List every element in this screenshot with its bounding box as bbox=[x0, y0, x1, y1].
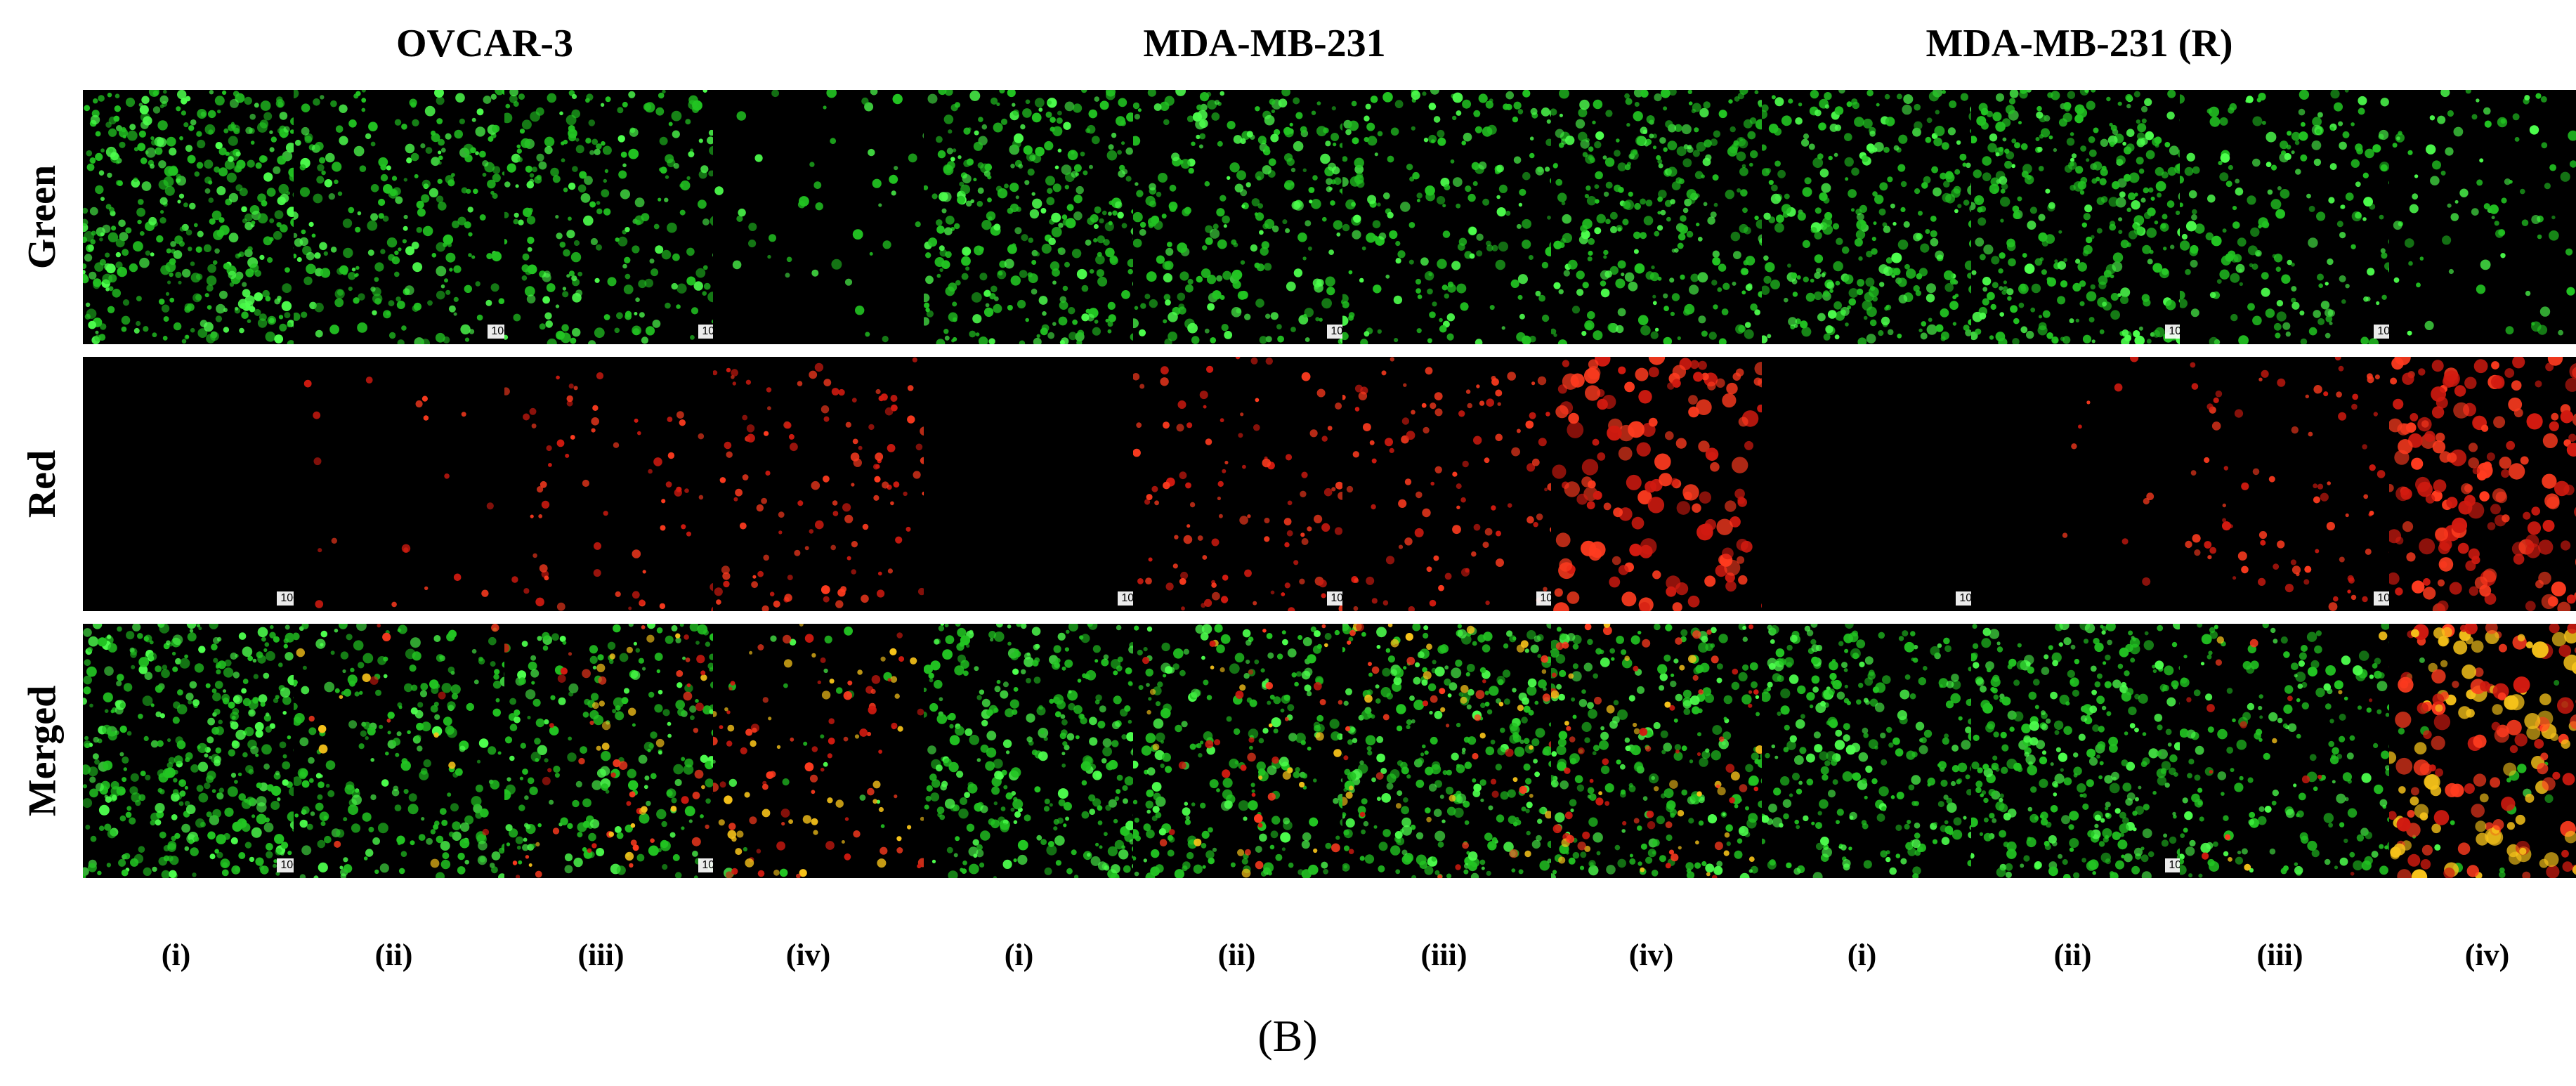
micrograph-ovcar-3-green-4 bbox=[713, 90, 957, 344]
micrograph-mda-mb-231-r--green-4 bbox=[2389, 90, 2576, 344]
group-title: MDA-MB-231 bbox=[1143, 22, 1386, 65]
column-label: (iii) bbox=[577, 938, 625, 972]
micrograph-mda-mb-231-r--red-3: 100 µm bbox=[2180, 357, 2424, 611]
micrograph-mda-mb-231-r--red-4 bbox=[2389, 357, 2576, 611]
column-label: (i) bbox=[161, 938, 191, 972]
micrograph-mda-mb-231-green-2: 100 µm bbox=[1133, 90, 1378, 344]
micrograph-ovcar-3-green-3: 100 µm bbox=[504, 90, 749, 344]
micrograph-mda-mb-231-r--merged-1 bbox=[1762, 624, 2006, 878]
micrograph-mda-mb-231-green-4 bbox=[1551, 90, 1796, 344]
group-title: OVCAR-3 bbox=[396, 22, 573, 65]
group-title: MDA-MB-231 (R) bbox=[1926, 22, 2233, 65]
column-label: (i) bbox=[1004, 938, 1034, 972]
micrograph-mda-mb-231-merged-1 bbox=[924, 624, 1168, 878]
column-label: (i) bbox=[1847, 938, 1877, 972]
micrograph-mda-mb-231-r--green-1 bbox=[1762, 90, 2006, 344]
column-label: (ii) bbox=[1217, 938, 1256, 972]
column-label: (ii) bbox=[374, 938, 413, 972]
column-label: (iv) bbox=[1628, 938, 1674, 972]
micrograph-ovcar-3-red-4 bbox=[713, 357, 957, 611]
micrograph-mda-mb-231-red-3: 100 µm bbox=[1342, 357, 1587, 611]
micrograph-mda-mb-231-green-1 bbox=[924, 90, 1168, 344]
micrograph-ovcar-3-green-1 bbox=[83, 90, 327, 344]
micrograph-mda-mb-231-r--merged-2: 100 µm bbox=[1971, 624, 2216, 878]
micrograph-ovcar-3-red-3 bbox=[504, 357, 749, 611]
micrograph-mda-mb-231-red-4 bbox=[1551, 357, 1796, 611]
micrograph-mda-mb-231-r--green-2: 100 µm bbox=[1971, 90, 2216, 344]
row-label-merged: Merged bbox=[20, 685, 65, 817]
column-label: (iv) bbox=[785, 938, 831, 972]
micrograph-mda-mb-231-red-1: 100 µm bbox=[924, 357, 1168, 611]
micrograph-ovcar-3-merged-1: 100 µm bbox=[83, 624, 327, 878]
micrograph-ovcar-3-merged-3: 100 µm bbox=[504, 624, 749, 878]
row-label-red: Red bbox=[20, 450, 65, 518]
micrograph-mda-mb-231-r--green-3: 100 µm bbox=[2180, 90, 2424, 344]
column-label: (iii) bbox=[2256, 938, 2303, 972]
micrograph-mda-mb-231-red-2: 100 µm bbox=[1133, 357, 1378, 611]
column-label: (iii) bbox=[1420, 938, 1467, 972]
micrograph-mda-mb-231-merged-2 bbox=[1133, 624, 1378, 878]
panel-letter: (B) bbox=[1257, 1011, 1318, 1061]
micrograph-mda-mb-231-merged-4 bbox=[1551, 624, 1796, 878]
micrograph-ovcar-3-merged-4 bbox=[713, 624, 957, 878]
micrograph-mda-mb-231-r--merged-3 bbox=[2180, 624, 2424, 878]
row-label-green: Green bbox=[20, 164, 65, 270]
micrograph-ovcar-3-green-2: 100 µm bbox=[294, 90, 538, 344]
micrograph-mda-mb-231-merged-3 bbox=[1342, 624, 1587, 878]
micrograph-ovcar-3-red-2 bbox=[294, 357, 538, 611]
micrograph-mda-mb-231-green-3 bbox=[1342, 90, 1587, 344]
micrograph-mda-mb-231-r--merged-4 bbox=[2389, 624, 2576, 878]
micrograph-ovcar-3-merged-2 bbox=[294, 624, 538, 878]
micrograph-ovcar-3-red-1: 100 µm bbox=[83, 357, 327, 611]
column-label: (iv) bbox=[2464, 938, 2510, 972]
micrograph-mda-mb-231-r--red-2 bbox=[1971, 357, 2216, 611]
micrograph-mda-mb-231-r--red-1: 100 µm bbox=[1762, 357, 2006, 611]
column-label: (ii) bbox=[2053, 938, 2092, 972]
